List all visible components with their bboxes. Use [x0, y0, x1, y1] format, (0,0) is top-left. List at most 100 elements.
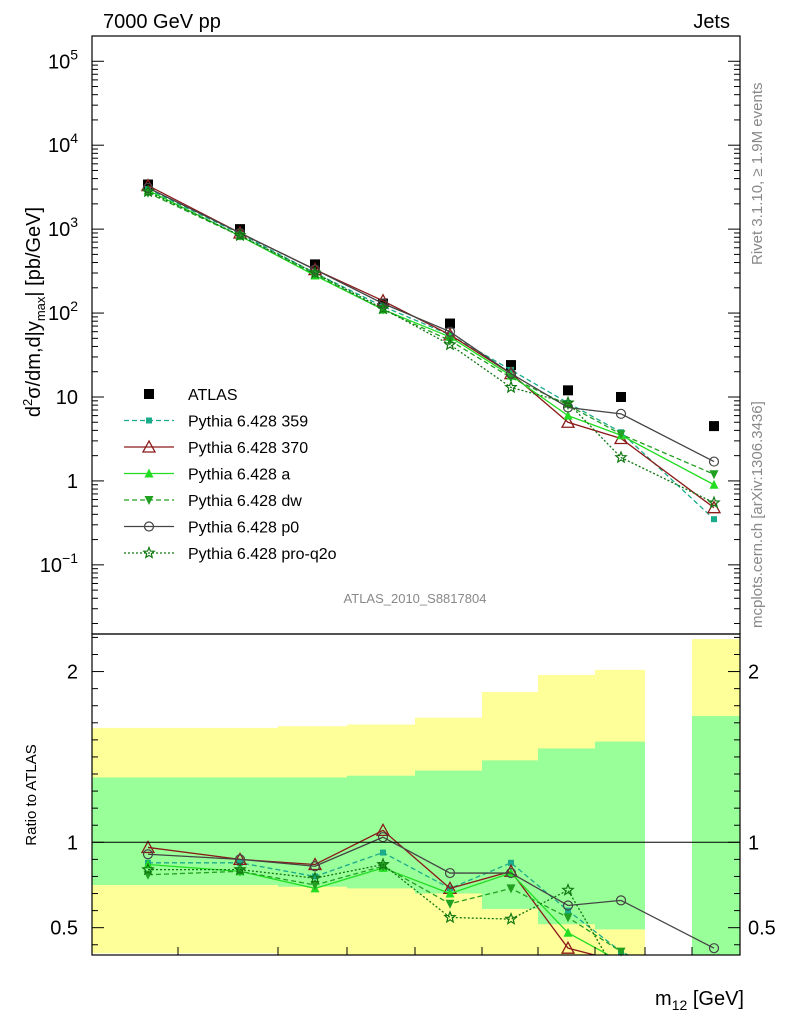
- legend-label: Pythia 6.428 359: [188, 414, 308, 431]
- ratio-point: [140, 840, 156, 854]
- ratio-band-green: [595, 741, 645, 930]
- mc-point: [563, 410, 573, 420]
- analysis-id: ATLAS_2010_S8817804: [344, 591, 487, 606]
- ratio-y-tick-label: 1: [67, 832, 78, 854]
- legend-entry: Pythia 6.428 a: [124, 467, 290, 484]
- ratio-y-tick-label-right: 0.5: [748, 918, 776, 940]
- mc-point: [308, 265, 322, 279]
- ratio-y-axis-title: Ratio to ATLAS: [23, 744, 40, 845]
- ratio-band-green: [92, 777, 178, 885]
- legend-entry: ATLAS: [144, 387, 238, 404]
- mc-point: [560, 414, 576, 428]
- ratio-band-green: [178, 777, 278, 885]
- y-tick-label: 10−1: [40, 550, 78, 577]
- mc-point: [709, 479, 719, 489]
- ratio-y-tick-label-right: 2: [748, 662, 759, 684]
- legend-label: Pythia 6.428 370: [188, 440, 308, 457]
- series-pythia-6-428-pro-q2o: [141, 184, 721, 509]
- ratio-point: [508, 859, 514, 866]
- mc-point: [614, 450, 628, 464]
- main-y-axis-title: d2σ/dm,d|ymax| [pb/GeV]: [20, 207, 48, 417]
- ratio-point: [308, 871, 322, 884]
- mc-point: [708, 456, 720, 467]
- series-line: [147, 188, 715, 520]
- ratio-point: [445, 899, 455, 909]
- side-label-bottom: mcplots.cern.ch [arXiv:1306.3436]: [749, 401, 766, 628]
- side-label-top: Rivet 3.1.10, ≥ 1.9M events: [749, 83, 766, 266]
- legend-entry: Pythia 6.428 pro-q2o: [124, 545, 337, 563]
- series-line: [147, 191, 715, 504]
- ratio-point: [561, 882, 575, 896]
- mc-point: [615, 408, 627, 419]
- mc-point: [616, 430, 626, 440]
- ratio-band-green: [482, 760, 538, 909]
- y-tick-label: 103: [48, 214, 78, 241]
- mc-point: [445, 336, 455, 346]
- ratio-band-green: [538, 748, 595, 925]
- y-tick-label: 105: [48, 46, 78, 73]
- mc-point: [309, 264, 321, 275]
- ratio-line: [148, 863, 607, 955]
- mc-point: [141, 184, 155, 198]
- series-line: [147, 192, 715, 475]
- data-point: [709, 421, 719, 432]
- mc-point: [561, 395, 575, 409]
- ratio-point: [504, 911, 518, 925]
- mc-point: [508, 366, 514, 373]
- mc-point: [707, 495, 721, 509]
- mc-point: [142, 182, 154, 193]
- y-tick-label: 1: [67, 471, 78, 493]
- ratio-series-pythia-6-428-pro-q2o: [141, 857, 607, 955]
- ratio-point: [616, 947, 626, 957]
- mc-point: [377, 298, 389, 309]
- ratio-point: [310, 880, 320, 890]
- ratio-point: [565, 907, 571, 914]
- legend-label: Pythia 6.428 p0: [188, 520, 299, 537]
- ratio-point: [506, 884, 516, 894]
- legend-entry: Pythia 6.428 dw: [124, 493, 302, 510]
- mc-point: [443, 337, 457, 351]
- ratio-point: [376, 857, 390, 871]
- y-tick-label: 10: [56, 387, 78, 409]
- ratio-point: [377, 832, 389, 843]
- mc-point: [233, 228, 247, 242]
- mc-point: [711, 516, 717, 523]
- header-right: Jets: [693, 11, 730, 33]
- mc-point: [505, 368, 517, 379]
- ratio-plot-frame: [91, 633, 741, 956]
- ratio-point: [444, 867, 456, 879]
- legend-label: ATLAS: [188, 387, 238, 404]
- mc-point: [504, 380, 518, 394]
- mc-point: [376, 301, 390, 315]
- ratio-point: [560, 940, 576, 954]
- ratio-point: [505, 867, 517, 879]
- ratio-point: [309, 861, 321, 872]
- mc-point: [709, 470, 719, 480]
- legend-entry: Pythia 6.428 370: [124, 439, 308, 457]
- ratio-band-green: [692, 715, 740, 955]
- legend-entry: Pythia 6.428 359: [124, 414, 308, 431]
- ratio-point: [141, 862, 155, 876]
- legend-label: Pythia 6.428 pro-q2o: [188, 546, 337, 563]
- legend-label: Pythia 6.428 a: [188, 467, 290, 484]
- ratio-point: [563, 913, 573, 923]
- ratio-point: [142, 849, 154, 860]
- legend: ATLAS Pythia 6.428 359 Pythia 6.428 370 Pyt…: [124, 387, 337, 563]
- header-left: 7000 GeV pp: [103, 11, 221, 33]
- y-tick-label: 102: [48, 298, 78, 325]
- ratio-point: [563, 927, 573, 937]
- y-tick-label: 104: [48, 130, 78, 157]
- ratio-series-pythia-6-428-p0: [142, 832, 720, 954]
- ratio-point: [615, 895, 627, 906]
- ratio-point: [445, 888, 455, 898]
- data-point: [445, 318, 455, 329]
- ratio-line: [147, 836, 715, 949]
- series-line: [147, 187, 715, 463]
- ratio-y-tick-label: 0.5: [50, 918, 78, 940]
- ratio-point: [375, 822, 391, 837]
- ratio-point: [380, 849, 386, 856]
- data-point: [563, 385, 573, 396]
- ratio-y-tick-label: 2: [67, 662, 78, 684]
- legend-entry: Pythia 6.428 p0: [124, 520, 299, 537]
